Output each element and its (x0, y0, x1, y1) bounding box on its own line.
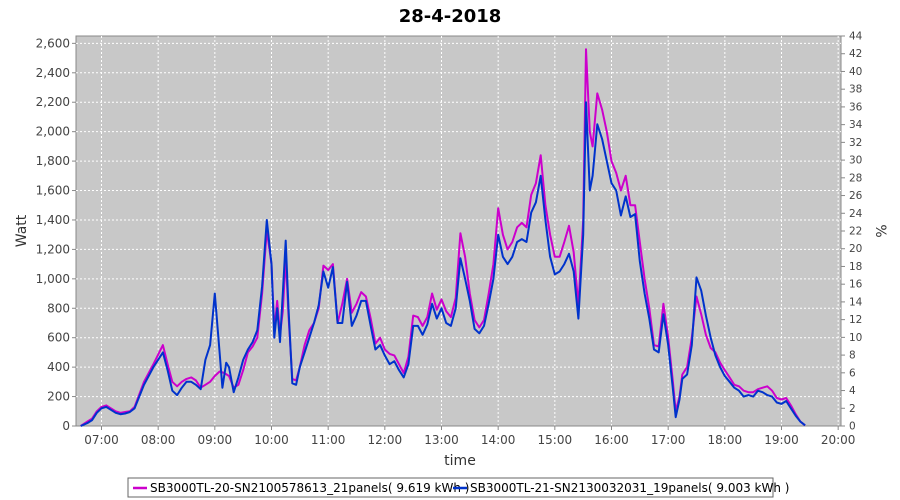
y2-tick-label: 12 (849, 314, 862, 326)
x-tick-label: 09:00 (198, 433, 233, 447)
y-tick-label: 2,200 (36, 95, 70, 109)
legend: SB3000TL-20-SN2100578613_21panels( 9.619… (127, 477, 789, 498)
series-lines (80, 48, 806, 427)
x-axis: 07:00 08:00 09:00 10:00 11:00 12:00 13:00 14:00… (76, 425, 856, 447)
x-tick-label: 19:00 (764, 433, 799, 447)
y2-tick-label: 36 (849, 101, 863, 113)
y2-tick-label: 40 (849, 66, 862, 78)
y-axis: 0 200 400 600 800 1,000 1,200 1,400 1,600 1,800 2,… (36, 36, 76, 433)
x-tick-label: 10:00 (254, 433, 289, 447)
y2-tick-label: 10 (849, 332, 862, 344)
y-tick-label: 200 (47, 390, 70, 404)
y2-tick-label: 16 (849, 279, 863, 291)
x-tick-label: 17:00 (651, 433, 686, 447)
legend-label-1: SB3000TL-20-SN2100578613_21panels( 9.619… (150, 481, 469, 495)
x-tick-label: 15:00 (538, 433, 573, 447)
y2-axis: 0246810121416182022242628303234363840424… (841, 31, 863, 433)
x-tick-label: 16:00 (594, 433, 629, 447)
y2-tick-label: 30 (849, 155, 862, 167)
x-tick-label: 12:00 (368, 433, 403, 447)
y2-tick-label: 32 (849, 137, 862, 149)
y-tick-label: 600 (47, 331, 70, 345)
y-tick-label: 2,400 (36, 66, 70, 80)
y2-tick-label: 28 (849, 172, 862, 184)
y2-tick-label: 2 (849, 403, 856, 415)
x-tick-label: 14:00 (481, 433, 516, 447)
y-tick-label: 2,000 (36, 125, 70, 139)
y-tick-label: 1,000 (36, 272, 70, 286)
y-tick-label: 1,800 (36, 154, 70, 168)
y-tick-label: 400 (47, 360, 70, 374)
y2-tick-label: 20 (849, 243, 862, 255)
y2-axis-title: % (872, 224, 888, 237)
x-tick-label: 13:00 (424, 433, 459, 447)
y2-tick-label: 44 (849, 31, 863, 43)
y2-tick-label: 22 (849, 226, 862, 238)
y2-tick-label: 6 (849, 367, 856, 379)
y2-tick-label: 18 (849, 261, 862, 273)
x-axis-title: time (444, 453, 476, 469)
y-tick-label: 1,600 (36, 184, 70, 198)
legend-box (127, 477, 774, 498)
chart-title: 28-4-2018 (399, 6, 502, 27)
series-line-1 (80, 48, 806, 427)
series-line-2 (80, 101, 806, 427)
y2-tick-label: 8 (849, 350, 856, 362)
legend-label-2: SB3000TL-21-SN2130032031_19panels( 9.003… (470, 481, 789, 495)
plot-area (75, 35, 842, 427)
y2-tick-label: 26 (849, 190, 863, 202)
y2-tick-label: 38 (849, 84, 862, 96)
x-tick-label: 11:00 (311, 433, 346, 447)
x-tick-label: 18:00 (708, 433, 743, 447)
y2-tick-label: 42 (849, 48, 862, 60)
x-tick-label: 08:00 (141, 433, 176, 447)
y-tick-label: 800 (47, 301, 70, 315)
y2-tick-label: 4 (849, 385, 856, 397)
y2-tick-label: 34 (849, 119, 863, 131)
y-tick-label: 1,200 (36, 242, 70, 256)
y-tick-label: 0 (62, 419, 70, 433)
y-tick-label: 2,600 (36, 36, 70, 50)
y-tick-label: 1,400 (36, 213, 70, 227)
x-tick-label: 20:00 (821, 433, 856, 447)
y2-tick-label: 14 (849, 296, 863, 308)
y2-tick-label: 0 (849, 421, 856, 433)
grid (76, 36, 841, 427)
x-tick-label: 07:00 (84, 433, 119, 447)
y2-tick-label: 24 (849, 208, 863, 220)
y-axis-title: Watt (14, 214, 30, 247)
